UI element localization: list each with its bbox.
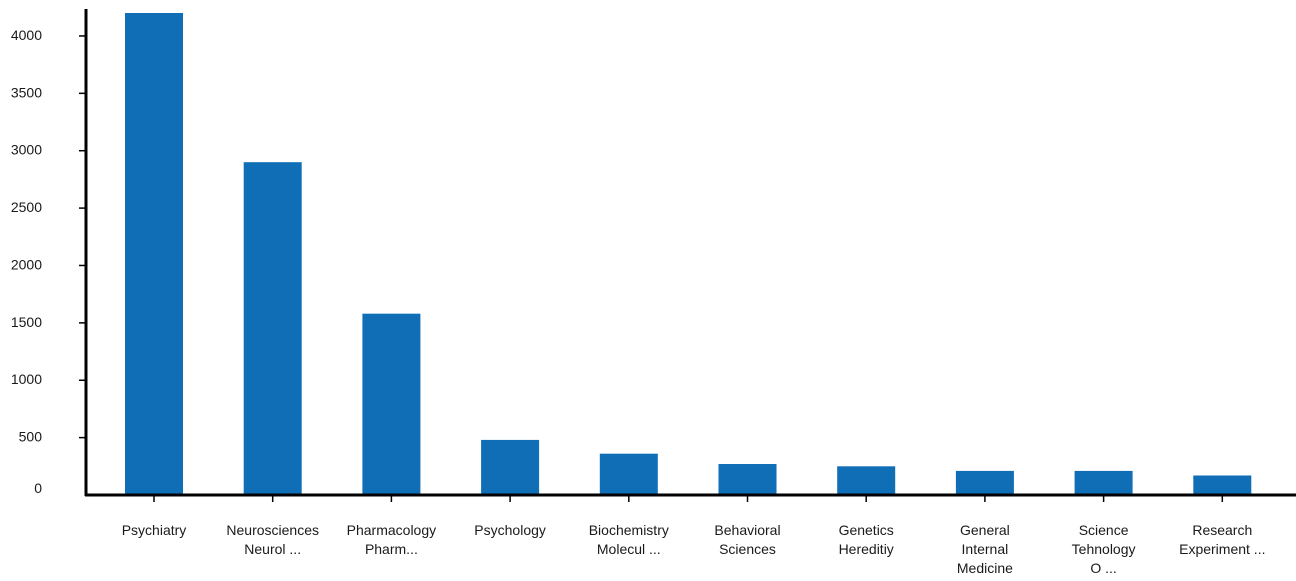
category-label-line: Biochemistry <box>589 522 669 538</box>
category-label-line: Science <box>1079 522 1129 538</box>
category-label-line: Molecul ... <box>597 541 661 557</box>
category-label: Research Experiment ... <box>1179 522 1265 557</box>
y-tick-label: 2000 <box>11 256 42 272</box>
category-label-line: Tehnology <box>1072 541 1136 557</box>
category-label-line: Neurosciences <box>226 522 319 538</box>
bar <box>955 470 1014 495</box>
category-label: Behavioral Sciences <box>714 522 780 557</box>
bar <box>1074 470 1133 495</box>
category-label-line: Pharm... <box>365 541 418 557</box>
y-tick-label: 2500 <box>11 199 42 215</box>
category-label: Biochemistry Molecul ... <box>589 522 669 557</box>
y-tick-label: 4000 <box>11 27 42 43</box>
category-label-line: Genetics <box>839 522 894 538</box>
bar <box>1193 475 1252 495</box>
category-label-line: Psychology <box>474 522 546 538</box>
y-axis-ticks: 0 500 1000 1500 2000 2500 3000 3500 4000 <box>11 27 86 496</box>
category-label-line: O ... <box>1090 560 1116 576</box>
y-tick-label: 500 <box>19 429 43 445</box>
category-label-line: Behavioral <box>714 522 780 538</box>
bar <box>481 439 540 495</box>
category-label-line: Pharmacology <box>347 522 437 538</box>
category-label-line: Neurol ... <box>244 541 301 557</box>
category-label-line: Experiment ... <box>1179 541 1265 557</box>
y-tick-label: 3500 <box>11 84 42 100</box>
y-tick-label: 3000 <box>11 142 42 158</box>
category-label-line: Medicine <box>957 560 1013 576</box>
category-label: Psychiatry <box>122 522 187 538</box>
category-label: Neurosciences Neurol ... <box>226 522 319 557</box>
bar <box>837 466 896 495</box>
y-tick-label: 1000 <box>11 371 42 387</box>
category-label: Pharmacology Pharm... <box>347 522 437 557</box>
category-label-line: Research <box>1192 522 1252 538</box>
category-label: Science Tehnology O ... <box>1072 522 1136 576</box>
category-label-line: Sciences <box>719 541 776 557</box>
bar <box>125 13 183 495</box>
y-tick-label: 1500 <box>11 314 42 330</box>
x-axis-category-labels: Psychiatry Neurosciences Neurol ... Pharmac… <box>122 522 1266 576</box>
bar <box>718 464 777 495</box>
bar <box>243 162 302 495</box>
category-label-line: Psychiatry <box>122 522 187 538</box>
category-label-line: Internal <box>962 541 1009 557</box>
category-label-line: Hereditiy <box>839 541 894 557</box>
category-label: General Internal Medicine <box>957 522 1013 576</box>
bars <box>125 13 1252 495</box>
category-label: Genetics Hereditiy <box>839 522 894 557</box>
category-label-line: General <box>960 522 1010 538</box>
bar <box>362 313 421 495</box>
y-tick-label: 0 <box>34 480 42 496</box>
bar <box>599 453 658 495</box>
category-label: Psychology <box>474 522 546 538</box>
